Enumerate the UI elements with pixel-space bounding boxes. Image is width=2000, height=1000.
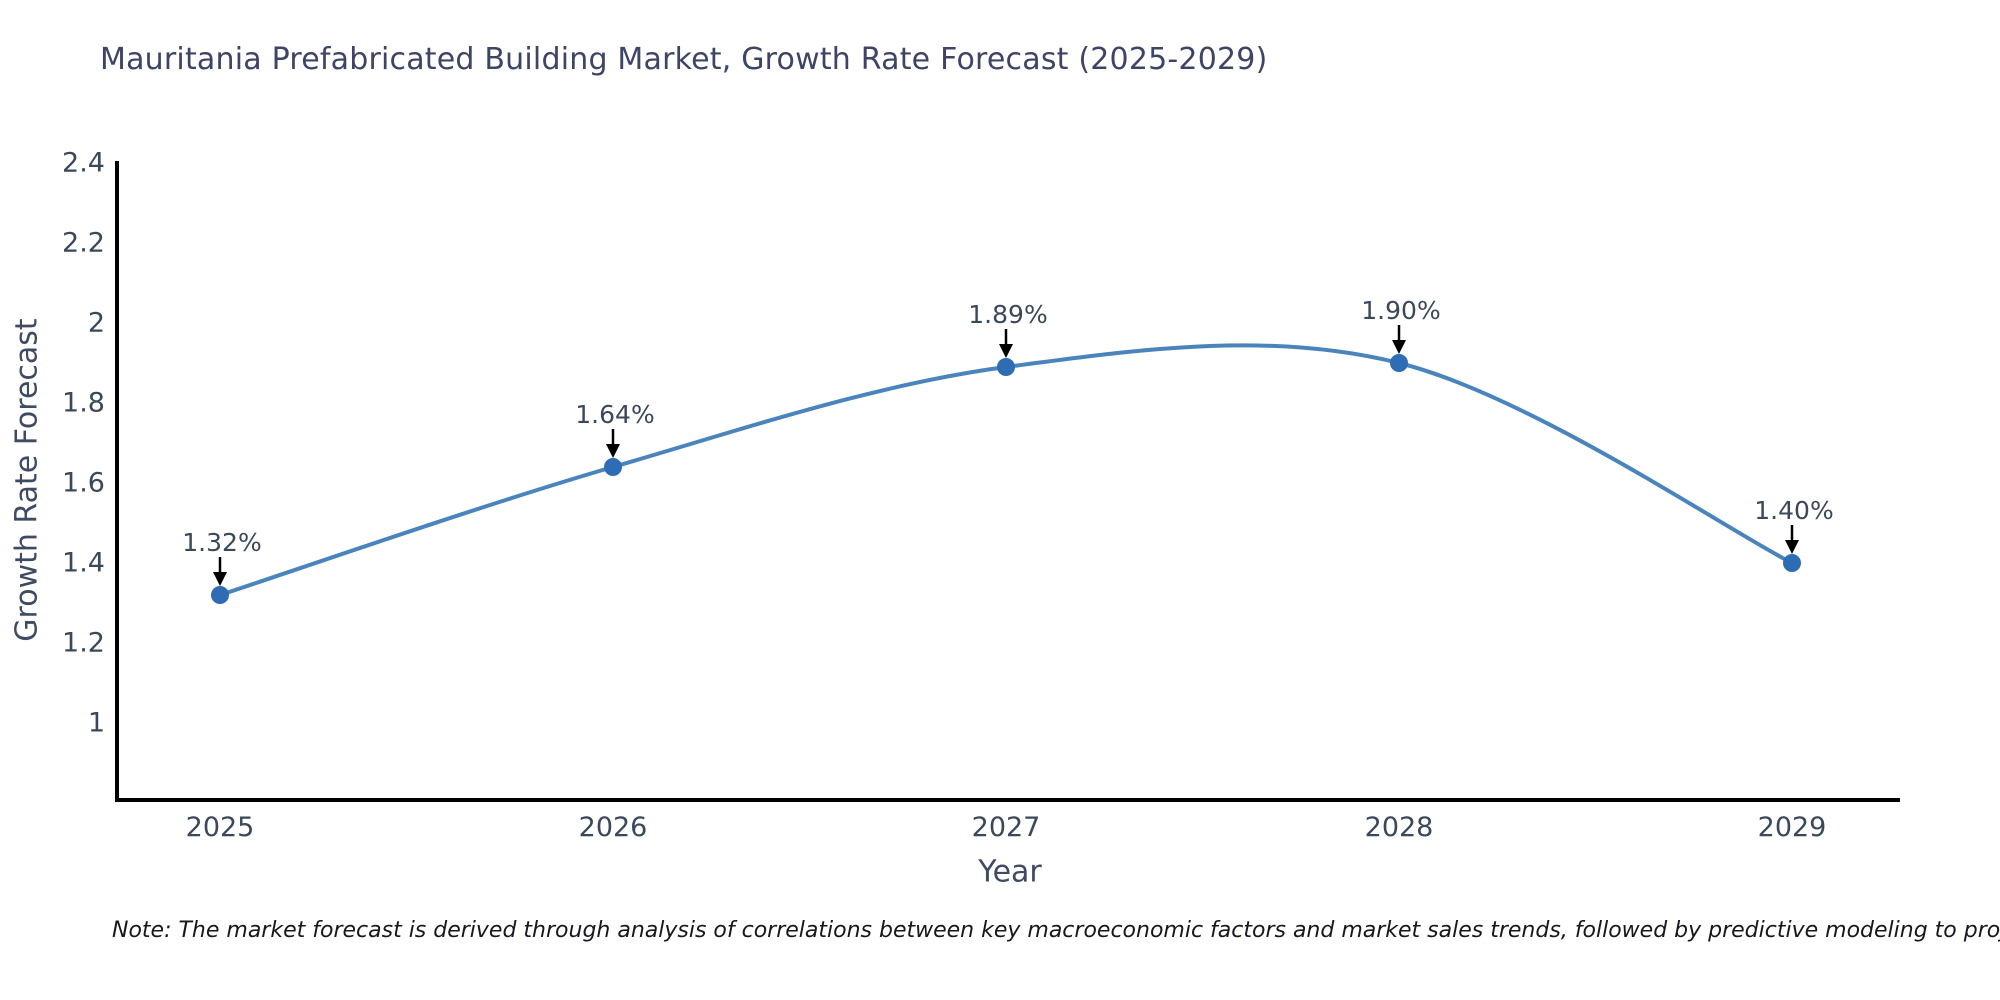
annotation-arrowhead-icon — [999, 344, 1013, 358]
y-tick-label: 2 — [88, 308, 105, 339]
y-tick-label: 1 — [88, 708, 105, 739]
y-tick-label: 1.4 — [62, 548, 105, 579]
data-point-label: 1.90% — [1361, 296, 1440, 325]
annotation-arrowhead-icon — [213, 572, 227, 586]
data-point-label: 1.40% — [1754, 496, 1833, 525]
data-point-label: 1.64% — [575, 400, 654, 429]
y-tick-label: 2.4 — [62, 148, 105, 179]
data-point-label: 1.89% — [968, 300, 1047, 329]
x-tick-label: 2027 — [972, 812, 1041, 843]
chart-title: Mauritania Prefabricated Building Market… — [100, 42, 1268, 77]
footnote: Note: The market forecast is derived thr… — [112, 918, 2000, 943]
y-tick-label: 1.6 — [62, 468, 105, 499]
x-tick-label: 2029 — [1758, 812, 1827, 843]
y-tick-label: 2.2 — [62, 228, 105, 259]
data-point-label: 1.32% — [182, 528, 261, 557]
x-tick-label: 2028 — [1365, 812, 1434, 843]
y-tick-label: 1.2 — [62, 628, 105, 659]
data-point-marker — [211, 586, 229, 604]
annotation-arrowhead-icon — [1785, 540, 1799, 554]
data-point-marker — [1390, 354, 1408, 372]
data-point-marker — [997, 358, 1015, 376]
x-axis-title: Year — [978, 854, 1042, 890]
y-tick-label: 1.8 — [62, 388, 105, 419]
annotation-arrowhead-icon — [1392, 340, 1406, 354]
forecast-line-series — [218, 343, 1794, 597]
data-point-marker — [604, 458, 622, 476]
annotation-arrowhead-icon — [606, 444, 620, 458]
x-tick-label: 2025 — [186, 812, 255, 843]
data-point-marker — [1783, 554, 1801, 572]
x-tick-label: 2026 — [579, 812, 648, 843]
